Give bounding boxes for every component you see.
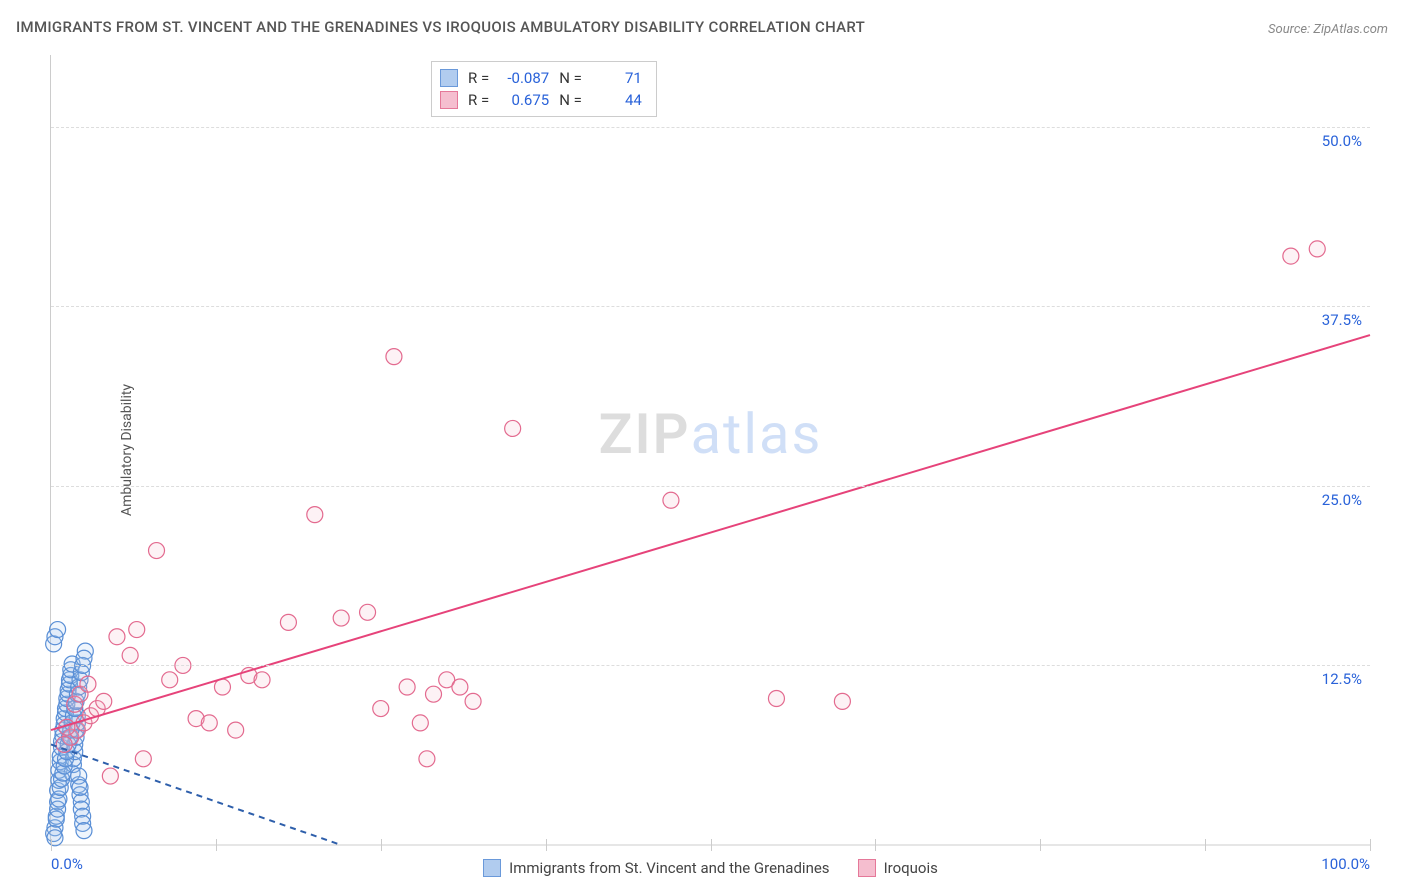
scatter-point: [47, 830, 63, 846]
scatter-point: [135, 751, 151, 767]
x-tick-label: 100.0%: [1321, 855, 1370, 873]
scatter-point: [386, 349, 402, 365]
scatter-point: [50, 622, 66, 638]
scatter-point: [228, 722, 244, 738]
scatter-point: [201, 715, 217, 731]
legend-swatch-1: [858, 859, 876, 877]
legend-item-0: Immigrants from St. Vincent and the Gren…: [483, 859, 829, 877]
scatter-point: [333, 610, 349, 626]
scatter-point: [373, 701, 389, 717]
legend-item-1: Iroquois: [858, 859, 938, 877]
scatter-point: [76, 823, 92, 839]
scatter-point: [360, 604, 376, 620]
scatter-point: [76, 650, 92, 666]
x-tick: [546, 839, 547, 851]
scatter-point: [465, 693, 481, 709]
x-tick: [1205, 839, 1206, 851]
source-attribution: Source: ZipAtlas.com: [1268, 22, 1388, 37]
scatter-point: [768, 690, 784, 706]
x-tick: [1040, 839, 1041, 851]
scatter-point: [80, 676, 96, 692]
scatter-point: [1283, 248, 1299, 264]
x-tick: [875, 839, 876, 851]
scatter-point: [280, 614, 296, 630]
trend-line: [51, 335, 1370, 730]
scatter-point: [452, 679, 468, 695]
x-tick: [1370, 839, 1371, 851]
plot-area: Ambulatory Disability ZIPatlas R = -0.08…: [50, 55, 1370, 845]
scatter-point: [149, 543, 165, 559]
y-tick-label: 25.0%: [1322, 491, 1362, 509]
y-tick-label: 37.5%: [1322, 311, 1362, 329]
scatter-point: [102, 768, 118, 784]
scatter-point: [1309, 241, 1325, 257]
scatter-point: [122, 647, 138, 663]
scatter-point: [162, 672, 178, 688]
x-tick: [381, 839, 382, 851]
scatter-point: [426, 686, 442, 702]
gridline: [51, 486, 1370, 487]
gridline: [51, 306, 1370, 307]
x-tick: [51, 839, 52, 851]
legend-label-0: Immigrants from St. Vincent and the Gren…: [509, 859, 829, 877]
gridline: [51, 127, 1370, 128]
scatter-point: [307, 507, 323, 523]
chart-svg: [51, 55, 1370, 845]
scatter-point: [254, 672, 270, 688]
scatter-point: [399, 679, 415, 695]
y-tick-label: 12.5%: [1322, 670, 1362, 688]
y-tick-label: 50.0%: [1322, 132, 1362, 150]
scatter-point: [834, 693, 850, 709]
x-tick-label: 0.0%: [51, 855, 83, 873]
scatter-point: [109, 629, 125, 645]
legend-swatch-0: [483, 859, 501, 877]
scatter-point: [419, 751, 435, 767]
bottom-legend: Immigrants from St. Vincent and the Gren…: [51, 855, 1370, 877]
chart-title: IMMIGRANTS FROM ST. VINCENT AND THE GREN…: [16, 18, 865, 36]
scatter-point: [663, 492, 679, 508]
trend-line: [51, 744, 341, 845]
scatter-point: [129, 622, 145, 638]
scatter-point: [412, 715, 428, 731]
x-tick: [711, 839, 712, 851]
scatter-point: [505, 420, 521, 436]
legend-label-1: Iroquois: [884, 859, 938, 877]
gridline: [51, 665, 1370, 666]
scatter-point: [96, 693, 112, 709]
scatter-point: [72, 780, 88, 796]
x-tick: [216, 839, 217, 851]
